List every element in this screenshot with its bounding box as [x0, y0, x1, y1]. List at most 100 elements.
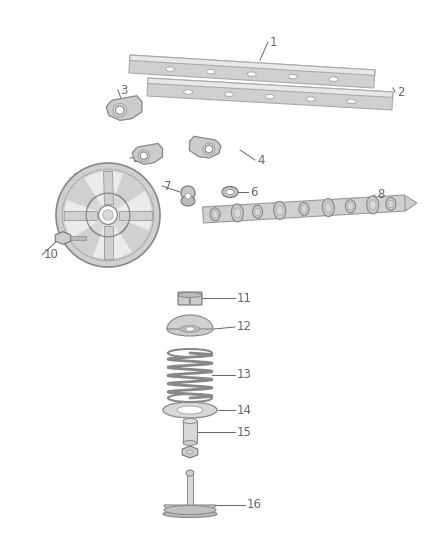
Ellipse shape	[255, 208, 260, 215]
Polygon shape	[130, 55, 375, 75]
Text: 14: 14	[237, 403, 252, 416]
Circle shape	[56, 163, 160, 267]
Polygon shape	[182, 446, 198, 458]
Circle shape	[205, 146, 213, 153]
Ellipse shape	[186, 470, 194, 476]
Text: 12: 12	[237, 320, 252, 334]
Polygon shape	[120, 211, 152, 220]
Circle shape	[205, 146, 213, 153]
Ellipse shape	[265, 94, 274, 99]
Text: 11: 11	[237, 292, 252, 304]
Ellipse shape	[183, 440, 197, 446]
Circle shape	[203, 143, 215, 155]
Ellipse shape	[299, 203, 309, 215]
Polygon shape	[103, 171, 113, 204]
Wedge shape	[84, 171, 123, 205]
Ellipse shape	[301, 205, 307, 213]
Ellipse shape	[253, 205, 262, 218]
Ellipse shape	[186, 327, 194, 331]
Bar	[183, 421, 197, 443]
Ellipse shape	[247, 72, 256, 76]
Polygon shape	[132, 143, 162, 164]
Ellipse shape	[274, 201, 286, 220]
Ellipse shape	[348, 203, 353, 210]
Ellipse shape	[222, 187, 238, 198]
Ellipse shape	[180, 326, 200, 333]
Ellipse shape	[322, 199, 334, 216]
Text: 13: 13	[237, 368, 252, 382]
Circle shape	[103, 210, 113, 220]
Ellipse shape	[226, 189, 234, 195]
Polygon shape	[64, 211, 96, 220]
Ellipse shape	[276, 206, 283, 215]
Ellipse shape	[181, 196, 195, 206]
Ellipse shape	[163, 402, 217, 418]
Circle shape	[99, 206, 117, 224]
Circle shape	[86, 193, 130, 237]
Text: 4: 4	[257, 154, 265, 166]
Circle shape	[116, 106, 124, 115]
Ellipse shape	[166, 67, 175, 71]
Text: 9: 9	[72, 172, 80, 184]
FancyBboxPatch shape	[190, 292, 202, 305]
Wedge shape	[117, 191, 152, 230]
Ellipse shape	[347, 99, 356, 103]
Ellipse shape	[210, 208, 220, 221]
Polygon shape	[167, 315, 213, 329]
Ellipse shape	[306, 97, 315, 101]
Text: 15: 15	[237, 425, 252, 439]
Polygon shape	[164, 505, 216, 511]
Ellipse shape	[183, 418, 197, 424]
Circle shape	[140, 152, 147, 159]
Ellipse shape	[325, 203, 332, 213]
Text: 1: 1	[270, 36, 278, 49]
Ellipse shape	[206, 69, 215, 74]
Ellipse shape	[388, 200, 394, 207]
Circle shape	[138, 150, 149, 161]
Ellipse shape	[234, 208, 240, 218]
Ellipse shape	[367, 196, 379, 214]
Polygon shape	[190, 136, 221, 158]
Ellipse shape	[329, 77, 338, 82]
Ellipse shape	[386, 197, 396, 211]
Ellipse shape	[225, 92, 233, 96]
Text: 2: 2	[397, 85, 405, 99]
Wedge shape	[93, 224, 132, 259]
Wedge shape	[64, 200, 99, 239]
Text: 6: 6	[250, 185, 258, 198]
Polygon shape	[148, 78, 393, 98]
Ellipse shape	[184, 90, 193, 94]
Polygon shape	[202, 195, 406, 223]
Bar	[187, 473, 193, 510]
Circle shape	[140, 152, 147, 159]
Polygon shape	[103, 227, 113, 259]
Ellipse shape	[164, 505, 216, 514]
Ellipse shape	[187, 450, 193, 454]
Ellipse shape	[212, 211, 218, 218]
Polygon shape	[147, 78, 393, 110]
Polygon shape	[106, 96, 142, 120]
Text: 7: 7	[164, 180, 172, 192]
Ellipse shape	[369, 200, 376, 210]
Ellipse shape	[231, 204, 244, 222]
Ellipse shape	[185, 193, 191, 199]
Text: 3: 3	[120, 84, 127, 96]
Ellipse shape	[181, 186, 195, 200]
Text: 5: 5	[132, 151, 139, 165]
Text: 8: 8	[377, 189, 385, 201]
Ellipse shape	[346, 200, 356, 213]
Polygon shape	[129, 55, 375, 88]
Ellipse shape	[288, 75, 297, 79]
Polygon shape	[55, 232, 71, 244]
Ellipse shape	[163, 511, 217, 518]
Circle shape	[116, 106, 124, 115]
Ellipse shape	[178, 293, 202, 297]
Text: 16: 16	[247, 498, 262, 512]
Ellipse shape	[167, 322, 213, 336]
FancyBboxPatch shape	[178, 292, 190, 305]
Text: 10: 10	[44, 248, 59, 262]
Ellipse shape	[177, 406, 203, 414]
Circle shape	[113, 103, 127, 117]
Polygon shape	[405, 195, 417, 211]
Circle shape	[99, 206, 117, 224]
